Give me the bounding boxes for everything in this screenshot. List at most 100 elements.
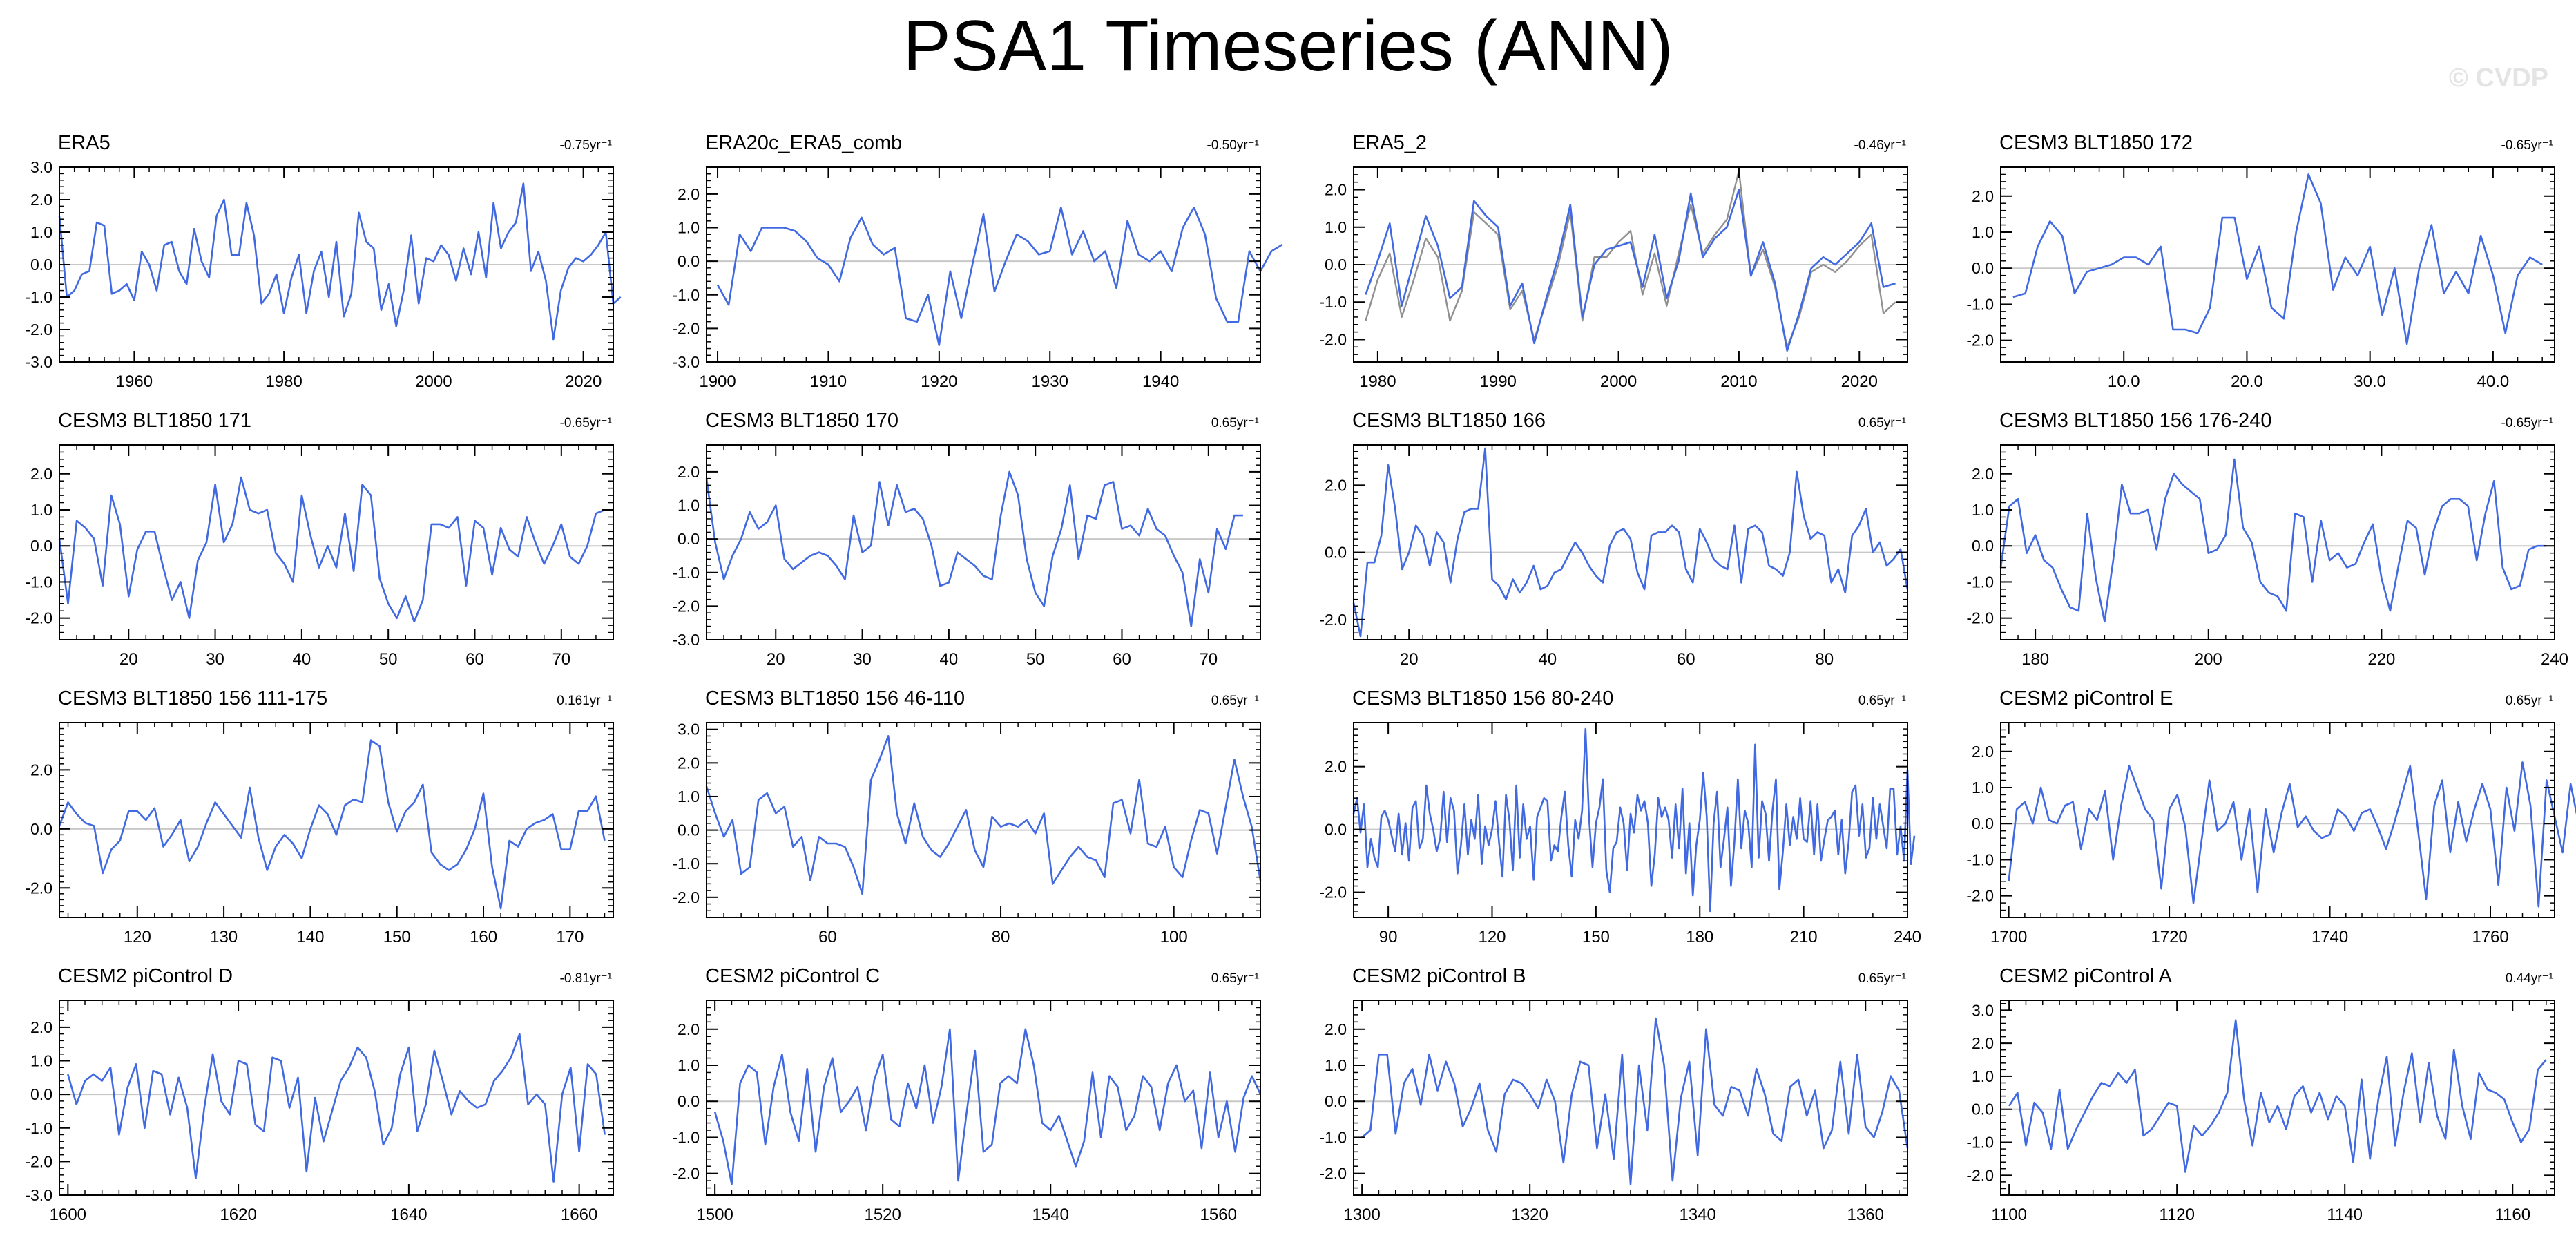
x-tick-label: 60 xyxy=(1113,650,1131,669)
y-tick-label: -1.0 xyxy=(25,573,52,591)
x-tick-label: 100 xyxy=(1160,928,1188,946)
panel-title: CESM3 BLT1850 170 xyxy=(705,410,898,432)
x-tick-label: 1120 xyxy=(2159,1205,2195,1224)
chart-panel: CESM2 piControl B 0.65yr⁻¹ 1300 1320 1340 136… xyxy=(1319,965,1909,1224)
chart-panel: CESM2 piControl E 0.65yr⁻¹ 1700 1720 1740 176… xyxy=(1966,687,2576,946)
y-tick-label: -1.0 xyxy=(672,1128,700,1146)
page-title: PSA1 Timeseries (ANN) xyxy=(903,6,1673,86)
series-line xyxy=(705,735,1262,895)
y-tick-label: 1.0 xyxy=(30,501,52,519)
x-tick-label: 20.0 xyxy=(2231,372,2263,391)
plot-frame xyxy=(706,166,1261,363)
x-tick-label: 20 xyxy=(1400,650,1419,669)
y-tick-label: 0.0 xyxy=(1972,1100,1994,1118)
x-tick-label: 80 xyxy=(992,928,1010,946)
series-line xyxy=(58,182,622,341)
chart-panel: CESM3 BLT1850 166 0.65yr⁻¹ 20 40 60 80 -2.0 0.0… xyxy=(1319,410,1909,669)
y-tick-label: -1.0 xyxy=(672,286,700,304)
series-line xyxy=(2008,761,2576,908)
y-tick-label: 2.0 xyxy=(677,1020,700,1038)
x-tick-label: 1300 xyxy=(1343,1205,1380,1224)
x-tick-label: 180 xyxy=(2021,650,2049,669)
x-tick-label: 1740 xyxy=(2311,928,2348,946)
x-tick-label: 20 xyxy=(119,650,138,669)
series-line xyxy=(713,1028,1262,1185)
panel-title: CESM3 BLT1850 166 xyxy=(1352,410,1546,432)
panel-trend: 0.161yr⁻¹ xyxy=(557,694,612,708)
panel-trend: 0.65yr⁻¹ xyxy=(1211,971,1259,986)
x-tick-label: 1960 xyxy=(116,372,153,391)
y-tick-label: 2.0 xyxy=(677,754,700,772)
x-tick-label: 220 xyxy=(2367,650,2395,669)
panel-trend: -0.65yr⁻¹ xyxy=(560,416,613,430)
panel-title: CESM2 piControl D xyxy=(58,965,233,987)
plot-frame xyxy=(2000,166,2555,363)
x-tick-label: 20 xyxy=(767,650,785,669)
x-tick-label: 40 xyxy=(293,650,311,669)
x-tick-label: 1720 xyxy=(2151,928,2187,946)
y-tick-label: -2.0 xyxy=(25,321,52,339)
panel-title: CESM3 BLT1850 156 80-240 xyxy=(1352,687,1613,709)
y-tick-label: 0.0 xyxy=(1325,256,1347,274)
panel-title: CESM2 piControl A xyxy=(1999,965,2172,987)
panel-trend: 0.44yr⁻¹ xyxy=(2506,971,2553,986)
y-tick-label: 0.0 xyxy=(30,537,52,555)
chart-panel: CESM3 BLT1850 172 -0.65yr⁻¹ 10.0 20.0 30.0 40… xyxy=(1966,132,2555,391)
panel-trend: 0.65yr⁻¹ xyxy=(1211,416,1259,430)
series-line xyxy=(67,1033,606,1183)
x-tick-label: 1930 xyxy=(1032,372,1068,391)
y-tick-label: -2.0 xyxy=(672,1165,700,1183)
x-tick-label: 120 xyxy=(1478,928,1506,946)
y-tick-label: -1.0 xyxy=(672,855,700,873)
chart-panel: CESM3 BLT1850 156 111-175 0.161yr⁻¹ 120 130… xyxy=(25,687,614,946)
y-tick-label: -2.0 xyxy=(25,609,52,627)
plot-frame xyxy=(706,1000,1261,1196)
chart-panel: CESM2 piControl C 0.65yr⁻¹ 1500 1520 1540 156… xyxy=(672,965,1262,1224)
y-tick-label: -1.0 xyxy=(1966,295,1994,313)
y-tick-label: -3.0 xyxy=(672,631,700,649)
y-tick-label: -1.0 xyxy=(25,288,52,306)
y-tick-label: 0.0 xyxy=(30,256,52,274)
y-tick-label: -2.0 xyxy=(672,597,700,615)
y-tick-label: 0.0 xyxy=(30,820,52,838)
x-tick-label: 2010 xyxy=(1720,372,1757,391)
x-tick-label: 2000 xyxy=(1600,372,1637,391)
y-tick-label: 1.0 xyxy=(30,1052,52,1070)
x-tick-label: 240 xyxy=(1894,928,1921,946)
series-line xyxy=(2012,173,2543,345)
y-tick-label: 2.0 xyxy=(1325,758,1347,776)
y-tick-label: 2.0 xyxy=(1325,1020,1347,1038)
chart-panel: CESM2 piControl D -0.81yr⁻¹ 1600 1620 1640 16… xyxy=(25,965,614,1224)
series-line xyxy=(705,470,1243,627)
panel-trend: -0.81yr⁻¹ xyxy=(560,971,613,986)
y-tick-label: 0.0 xyxy=(677,1092,700,1110)
plot-frame xyxy=(2000,1000,2555,1196)
y-tick-label: 2.0 xyxy=(30,761,52,779)
y-tick-label: 0.0 xyxy=(677,252,700,270)
series-line xyxy=(2008,1019,2547,1173)
x-tick-label: 200 xyxy=(2195,650,2222,669)
panel-title: CESM2 piControl C xyxy=(705,965,880,987)
x-tick-label: 140 xyxy=(296,928,324,946)
y-tick-label: 1.0 xyxy=(1972,779,1994,797)
y-tick-label: 0.0 xyxy=(30,1085,52,1103)
y-tick-label: 0.0 xyxy=(1972,537,1994,555)
x-tick-label: 70 xyxy=(1199,650,1218,669)
x-tick-label: 1520 xyxy=(864,1205,901,1224)
x-tick-label: 60 xyxy=(465,650,484,669)
series-line xyxy=(1352,447,1909,638)
x-tick-label: 40.0 xyxy=(2477,372,2510,391)
x-tick-label: 1560 xyxy=(1200,1205,1237,1224)
series-line xyxy=(1352,727,1916,913)
series-line xyxy=(716,206,1283,347)
x-tick-label: 150 xyxy=(1582,928,1610,946)
x-tick-label: 60 xyxy=(818,928,837,946)
x-tick-label: 30 xyxy=(853,650,872,669)
y-tick-label: 0.0 xyxy=(677,821,700,839)
panel-title: ERA20c_ERA5_comb xyxy=(705,132,902,154)
y-tick-label: 1.0 xyxy=(1972,1067,1994,1085)
y-tick-label: 1.0 xyxy=(677,219,700,237)
panel-title: CESM3 BLT1850 171 xyxy=(58,410,251,432)
panel-title: CESM3 BLT1850 172 xyxy=(1999,132,2193,154)
